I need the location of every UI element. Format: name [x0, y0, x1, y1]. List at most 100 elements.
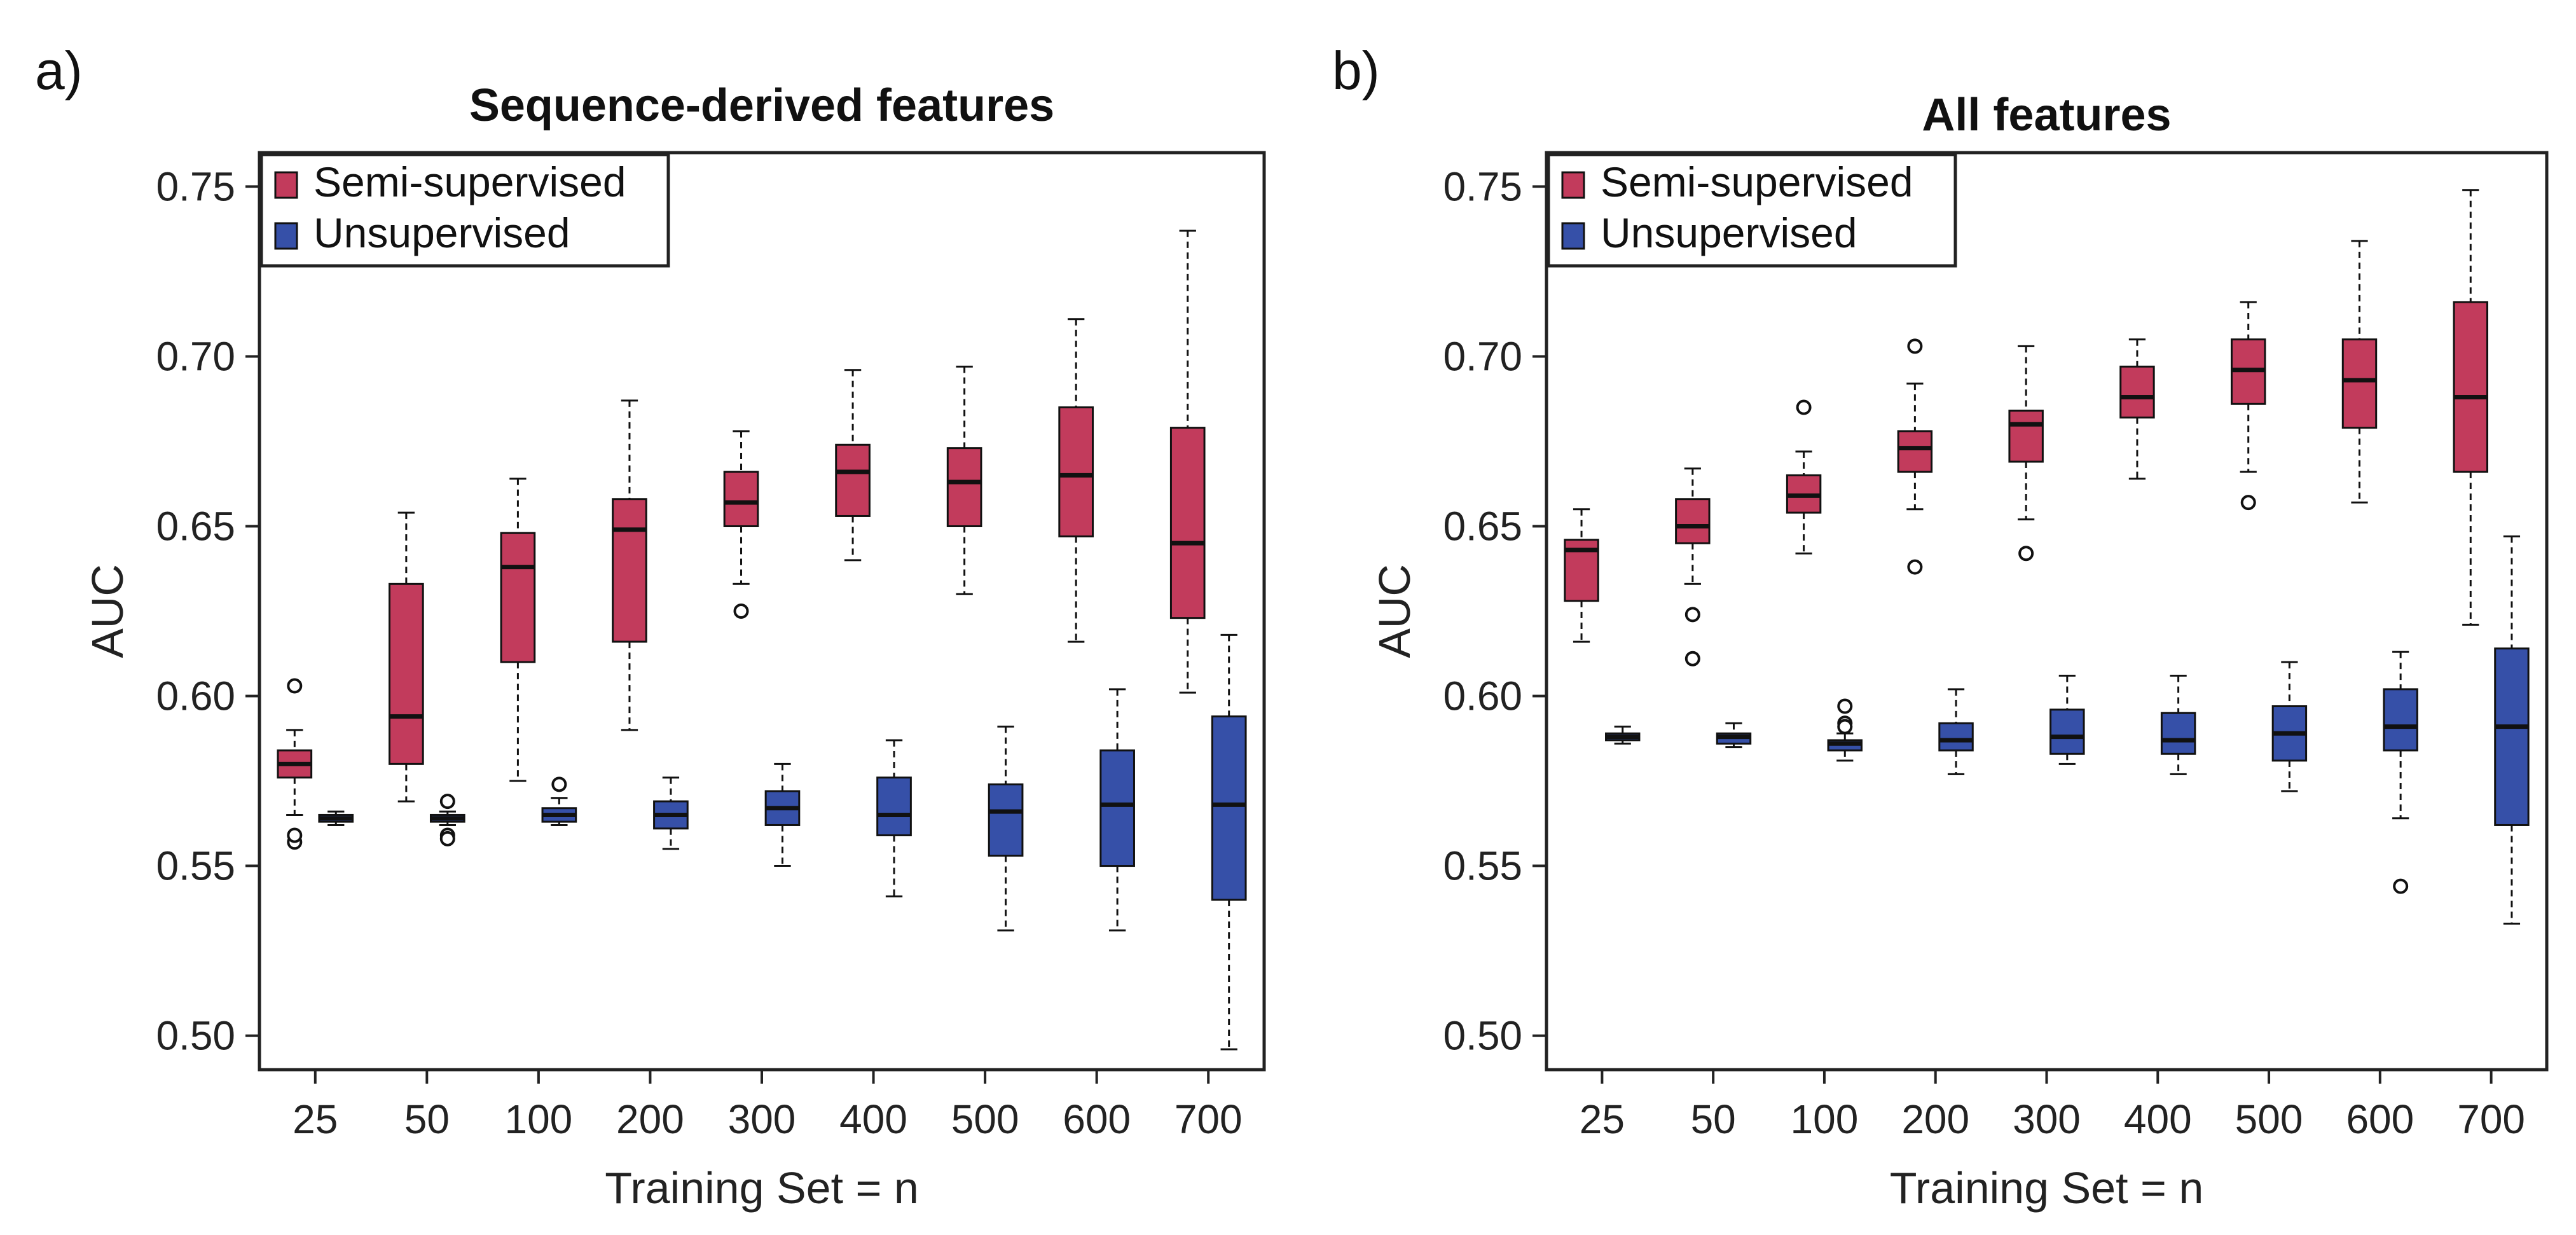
y-tick-label: 0.75 [156, 163, 235, 209]
x-tick-label: 500 [951, 1096, 1019, 1142]
legend-frame [259, 153, 670, 268]
iqr-box [1675, 498, 1711, 544]
chart-title: All features [1922, 90, 2171, 141]
outlier-point [287, 827, 303, 843]
unsupervised-box-100 [1827, 698, 1863, 762]
legend-swatch [1561, 171, 1585, 199]
semi-supervised-box-100 [500, 478, 536, 782]
chart-title: Sequence-derived features [469, 80, 1054, 131]
iqr-box [835, 443, 871, 517]
iqr-box [612, 498, 647, 643]
y-axis-label: AUC [83, 564, 132, 658]
iqr-box [389, 583, 424, 765]
y-tick-label: 0.60 [156, 673, 235, 719]
outlier-point [2393, 878, 2409, 894]
iqr-box [1897, 430, 1933, 473]
semi-supervised-box-100 [1786, 399, 1822, 555]
x-tick-label: 500 [2235, 1096, 2303, 1142]
iqr-box [1211, 715, 1247, 901]
semi-supervised-box-600 [1058, 318, 1094, 643]
y-tick-label: 0.65 [1443, 503, 1522, 549]
outlier-point [551, 776, 567, 792]
semi-supervised-box-400 [835, 369, 871, 562]
unsupervised-box-500 [988, 726, 1024, 932]
unsupervised-box-300 [2049, 674, 2085, 765]
unsupervised-box-600 [2383, 651, 2418, 894]
semi-supervised-box-200 [1897, 338, 1933, 575]
outlier-point [1907, 559, 1923, 575]
iqr-box [2341, 338, 2378, 429]
semi-supervised-box-25 [1564, 508, 1599, 643]
semi-supervised-box-300 [2008, 345, 2044, 562]
outlier-point [1796, 399, 1812, 415]
iqr-box [876, 776, 912, 836]
semi-supervised-box-50 [389, 511, 424, 803]
y-tick-label: 0.75 [1443, 163, 1522, 209]
x-tick-label: 200 [616, 1096, 684, 1142]
unsupervised-box-200 [1938, 688, 1974, 775]
legend-swatch [274, 222, 298, 250]
y-tick-label: 0.70 [156, 333, 235, 379]
outlier-point [1907, 338, 1923, 354]
outlier-point [2018, 546, 2034, 562]
iqr-box [2494, 647, 2530, 826]
iqr-box [2119, 365, 2155, 419]
x-tick-label: 50 [1691, 1096, 1736, 1142]
unsupervised-box-25 [318, 810, 354, 826]
x-tick-label: 300 [2013, 1096, 2081, 1142]
iqr-box [1938, 722, 1974, 752]
semi-supervised-box-50 [1675, 467, 1711, 666]
iqr-box [2049, 708, 2085, 755]
outlier-point [1684, 651, 1700, 666]
y-tick-label: 0.60 [1443, 673, 1522, 719]
semi-supervised-box-500 [946, 365, 982, 595]
legend-frame [1546, 153, 1957, 268]
iqr-box [2008, 410, 2044, 463]
x-tick-label: 100 [1791, 1096, 1859, 1142]
semi-supervised-box-500 [2231, 301, 2266, 511]
semi-supervised-box-25 [277, 678, 313, 850]
outlier-point [439, 794, 455, 810]
x-tick-label: 400 [2124, 1096, 2192, 1142]
y-axis-label: AUC [1370, 564, 1419, 658]
outlier-point [1837, 698, 1853, 714]
x-tick-label: 200 [1901, 1096, 1969, 1142]
y-tick-label: 0.65 [156, 503, 235, 549]
iqr-box [1058, 406, 1094, 538]
iqr-box [2383, 688, 2418, 752]
outlier-point [439, 831, 455, 846]
iqr-box [1169, 427, 1206, 619]
panel-label: b) [1332, 41, 1380, 100]
unsupervised-box-200 [653, 776, 689, 850]
legend-label: Unsupervised [1601, 209, 1857, 256]
iqr-box [1099, 749, 1135, 867]
panel-label: a) [35, 41, 83, 100]
legend-label: Semi-supervised [1601, 158, 1913, 205]
x-tick-label: 700 [2457, 1096, 2525, 1142]
x-tick-label: 100 [504, 1096, 572, 1142]
unsupervised-box-700 [2494, 535, 2530, 925]
y-tick-label: 0.55 [156, 843, 235, 889]
outlier-point [1684, 607, 1700, 623]
unsupervised-box-100 [541, 776, 577, 826]
outlier-point [733, 604, 749, 619]
outlier-point [1837, 719, 1853, 735]
semi-supervised-box-600 [2341, 240, 2378, 504]
unsupervised-box-600 [1099, 688, 1135, 932]
semi-supervised-box-200 [612, 399, 647, 731]
unsupervised-box-300 [764, 762, 801, 867]
unsupervised-box-400 [876, 739, 912, 898]
semi-supervised-box-700 [2453, 189, 2488, 626]
x-tick-label: 25 [1580, 1096, 1625, 1142]
x-tick-label: 300 [728, 1096, 796, 1142]
x-tick-label: 600 [1063, 1096, 1131, 1142]
iqr-box [723, 471, 759, 527]
unsupervised-box-25 [1605, 726, 1641, 745]
y-tick-label: 0.50 [156, 1013, 235, 1059]
semi-supervised-box-400 [2119, 338, 2155, 480]
legend-swatch [1561, 222, 1585, 250]
x-axis-label: Training Set = n [1890, 1163, 2204, 1213]
